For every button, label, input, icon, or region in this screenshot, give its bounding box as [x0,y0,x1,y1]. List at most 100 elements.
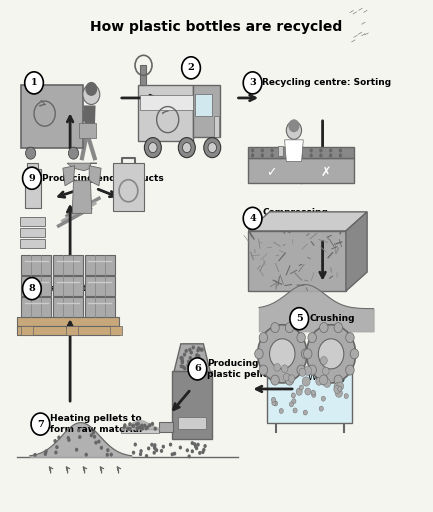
Circle shape [195,353,199,357]
Circle shape [261,154,264,158]
Circle shape [140,423,144,428]
Circle shape [132,424,135,428]
Text: 7: 7 [37,420,44,429]
Circle shape [201,359,205,364]
Circle shape [303,410,307,415]
Circle shape [135,422,138,426]
Circle shape [106,453,109,457]
Circle shape [182,57,200,79]
Circle shape [297,365,305,375]
Circle shape [187,360,190,364]
Circle shape [329,148,333,153]
Circle shape [310,148,313,153]
Circle shape [290,308,309,330]
Circle shape [128,422,132,426]
FancyBboxPatch shape [53,276,83,296]
Circle shape [94,441,98,444]
Circle shape [23,167,41,189]
Circle shape [270,148,274,153]
Circle shape [191,346,195,350]
Circle shape [150,443,154,446]
FancyBboxPatch shape [278,146,283,156]
Circle shape [196,443,200,446]
Circle shape [26,147,36,159]
Circle shape [299,385,304,390]
Text: 3: 3 [249,78,256,88]
Circle shape [319,406,323,411]
FancyBboxPatch shape [85,276,115,296]
Circle shape [320,375,328,385]
Circle shape [169,442,172,446]
FancyBboxPatch shape [66,326,78,335]
Circle shape [196,348,200,352]
Circle shape [33,453,37,457]
Circle shape [302,377,310,386]
Circle shape [202,448,206,452]
Circle shape [78,435,81,439]
Circle shape [307,325,355,383]
Circle shape [311,390,315,395]
Circle shape [133,442,137,446]
Text: Producing end products: Producing end products [42,174,163,183]
Circle shape [153,445,156,450]
FancyBboxPatch shape [21,255,51,275]
Circle shape [44,450,48,454]
Circle shape [188,358,207,380]
Circle shape [151,422,154,426]
Circle shape [178,138,195,158]
FancyBboxPatch shape [17,317,119,326]
Circle shape [179,356,183,360]
Circle shape [346,333,354,343]
Circle shape [197,354,200,358]
Circle shape [319,154,323,158]
Circle shape [187,454,191,458]
Circle shape [243,72,262,94]
Circle shape [288,119,300,132]
FancyBboxPatch shape [195,94,212,116]
Circle shape [281,365,288,373]
Circle shape [149,143,157,153]
Circle shape [147,446,150,451]
Circle shape [92,431,95,435]
Circle shape [183,353,186,357]
Text: How plastic bottles are recycled: How plastic bottles are recycled [90,20,343,34]
Circle shape [255,349,263,359]
Circle shape [293,408,297,413]
Circle shape [274,364,281,371]
Circle shape [143,423,146,428]
FancyBboxPatch shape [249,231,346,291]
Circle shape [139,449,143,453]
Text: 1: 1 [31,78,37,88]
Circle shape [68,147,79,159]
Circle shape [271,375,279,385]
Circle shape [123,425,126,429]
Text: Crushing: Crushing [309,314,355,323]
Circle shape [77,429,81,432]
Circle shape [334,383,341,391]
Circle shape [190,351,193,354]
Circle shape [271,323,279,333]
Circle shape [132,424,135,428]
Circle shape [162,445,165,449]
Circle shape [308,365,317,375]
Circle shape [337,382,344,390]
Circle shape [181,359,184,364]
Circle shape [194,444,197,449]
Circle shape [183,143,191,153]
Circle shape [132,451,135,455]
Circle shape [312,392,316,397]
Circle shape [155,448,158,452]
Circle shape [316,377,323,385]
Circle shape [128,426,131,431]
Circle shape [338,387,342,392]
Circle shape [160,449,163,453]
Circle shape [44,452,47,456]
Text: Recycling centre: Sorting: Recycling centre: Sorting [262,78,391,88]
Circle shape [136,422,140,426]
Circle shape [97,440,100,443]
Circle shape [291,393,295,398]
FancyBboxPatch shape [85,297,115,317]
FancyBboxPatch shape [17,326,119,335]
Circle shape [300,148,303,153]
Circle shape [259,365,268,375]
